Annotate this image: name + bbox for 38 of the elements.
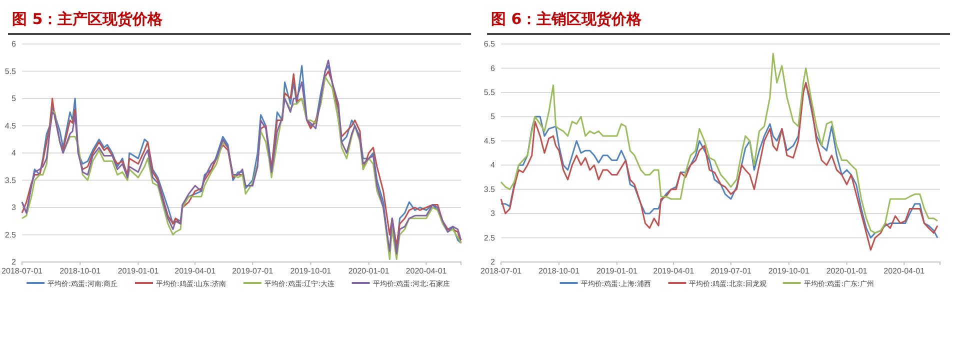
chart-title: 图 6：主销区现货价格 bbox=[491, 10, 643, 28]
x-tick-label: 2019-10-01 bbox=[290, 266, 332, 276]
y-tick-label: 4.5 bbox=[4, 121, 17, 130]
x-tick-label: 2018-07-01 bbox=[2, 266, 44, 276]
y-tick-label: 6 bbox=[490, 64, 496, 73]
x-tick-label: 2018-10-01 bbox=[60, 266, 102, 276]
y-tick-label: 6 bbox=[12, 40, 17, 49]
line-series bbox=[500, 52, 938, 234]
x-tick-label: 2019-01-01 bbox=[118, 266, 160, 276]
y-tick-label: 5 bbox=[12, 94, 17, 104]
x-tick-label: 2019-07-01 bbox=[232, 266, 274, 276]
x-tick-label: 2020-04-01 bbox=[884, 266, 926, 276]
y-tick-label: 4 bbox=[490, 160, 496, 170]
x-tick-label: 2018-10-01 bbox=[538, 266, 580, 276]
y-tick-label: 5.5 bbox=[4, 66, 17, 76]
y-tick-label: 4.5 bbox=[484, 136, 496, 146]
y-tick-label: 3 bbox=[490, 209, 496, 218]
x-tick-label: 2019-04-01 bbox=[174, 266, 216, 276]
x-tick-label: 2019-04-01 bbox=[653, 266, 695, 276]
x-tick-label: 2020-04-01 bbox=[406, 266, 448, 276]
y-tick-label: 5 bbox=[490, 112, 496, 122]
chart-title: 图 5：主产区现货价格 bbox=[12, 10, 164, 28]
x-tick-label: 2019-10-01 bbox=[768, 266, 810, 276]
x-tick-label: 2019-01-01 bbox=[596, 266, 638, 276]
y-tick-label: 4 bbox=[12, 148, 17, 158]
x-tick-label: 2020-01-01 bbox=[348, 266, 390, 276]
y-tick-label: 3.5 bbox=[484, 184, 496, 194]
y-tick-label: 2 bbox=[490, 258, 496, 267]
y-tick-label: 2.5 bbox=[4, 230, 17, 240]
x-tick-label: 2018-07-01 bbox=[480, 266, 522, 276]
y-tick-label: 5.5 bbox=[484, 88, 496, 98]
y-tick-label: 2 bbox=[12, 258, 17, 267]
y-tick-label: 6.5 bbox=[484, 40, 496, 49]
x-tick-label: 2019-07-01 bbox=[710, 266, 752, 276]
y-tick-label: 3.5 bbox=[4, 176, 17, 185]
x-tick-label: 2020-01-01 bbox=[826, 266, 868, 276]
y-tick-label: 3 bbox=[12, 203, 17, 212]
y-tick-label: 2.5 bbox=[484, 233, 496, 242]
